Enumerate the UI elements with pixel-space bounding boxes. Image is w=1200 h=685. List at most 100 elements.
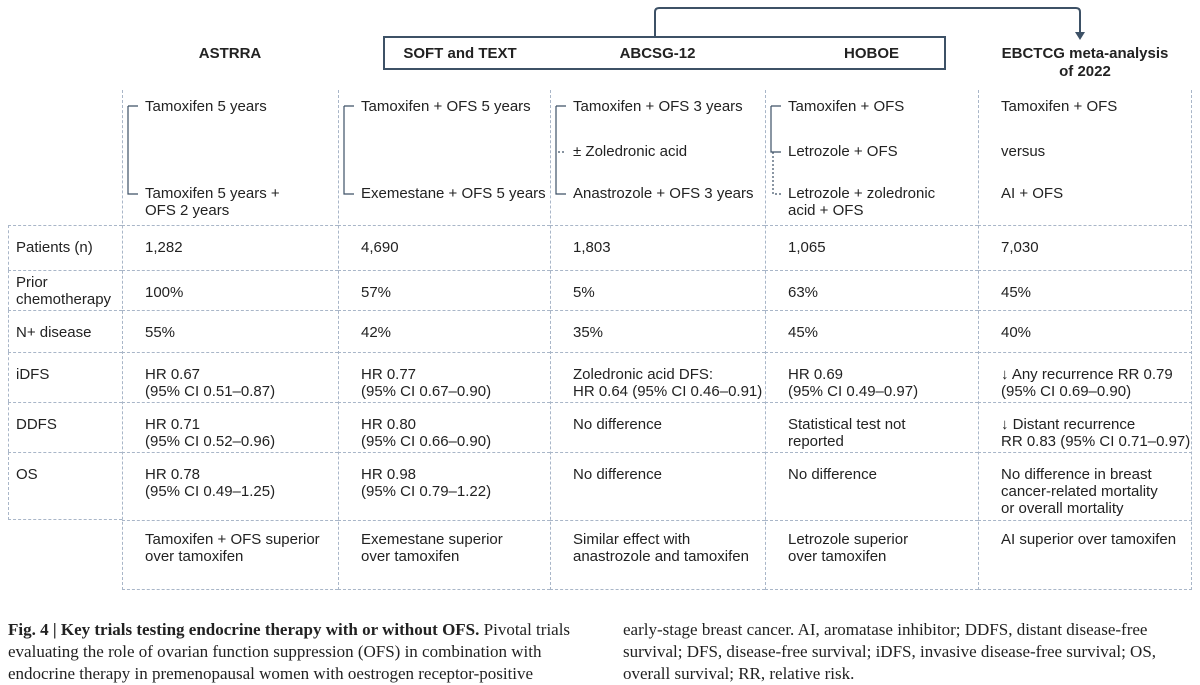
treatment-arm: Letrozole + OFS <box>788 143 898 160</box>
table-cell: ↓ Any recurrence RR 0.79 (95% CI 0.69–0.… <box>1001 366 1173 400</box>
table-cell: 57% <box>361 284 392 301</box>
table-cell: HR 0.67 (95% CI 0.51–0.87) <box>145 366 276 400</box>
cell-border <box>978 520 1192 590</box>
cell-border <box>338 270 550 310</box>
cell-border <box>122 402 338 452</box>
cell-border <box>765 270 978 310</box>
row-label-border <box>8 402 122 452</box>
cell-border <box>338 310 550 352</box>
table-cell: No difference <box>573 416 662 433</box>
cell-border <box>338 352 550 402</box>
cell-border <box>765 90 978 590</box>
row-label-border <box>8 352 122 402</box>
row-label: Prior chemotherapy <box>16 274 112 308</box>
table-cell: 5% <box>573 284 595 301</box>
table-cell: 1,282 <box>145 239 183 256</box>
treatment-arm: Tamoxifen + OFS 3 years <box>573 98 743 115</box>
cell-border <box>978 452 1192 520</box>
table-cell: 100% <box>145 284 184 301</box>
treatment-arm: Tamoxifen 5 years + OFS 2 years <box>145 185 280 219</box>
cell-border <box>550 402 765 452</box>
conclusion: Similar effect with anastrozole and tamo… <box>573 531 749 565</box>
table-cell: ↓ Distant recurrence RR 0.83 (95% CI 0.7… <box>1001 416 1191 450</box>
treatment-arm: Tamoxifen + OFS 5 years <box>361 98 531 115</box>
table-cell: 63% <box>788 284 819 301</box>
cell-border <box>765 452 978 520</box>
cell-border <box>550 352 765 402</box>
connectors <box>127 7 1085 195</box>
cell-border <box>122 310 338 352</box>
treatment-arm: Letrozole + zoledronic acid + OFS <box>788 185 936 219</box>
table-cell: 45% <box>1001 284 1032 301</box>
cell-border <box>338 402 550 452</box>
conclusion: Exemestane superior over tamoxifen <box>361 531 503 565</box>
cell-border <box>122 90 338 590</box>
cell-border <box>550 270 765 310</box>
column-header: HOBOE <box>843 45 899 62</box>
table-cell: Zoledronic acid DFS: HR 0.64 (95% CI 0.4… <box>573 366 763 400</box>
group-arrow <box>654 7 1081 37</box>
row-label: OS <box>16 466 38 483</box>
cell-border <box>978 90 1192 590</box>
column-header: EBCTCG meta-analysis of 2022 <box>1001 45 1169 80</box>
cell-border <box>122 270 338 310</box>
cell-border <box>978 310 1192 352</box>
cell-border <box>765 225 978 270</box>
treatment-arm: AI + OFS <box>1001 185 1064 202</box>
row-label-border <box>8 452 122 520</box>
arm-brackets <box>127 105 781 195</box>
caption: Fig. 4 | Key trials testing endocrine th… <box>8 619 1188 685</box>
row-label-border <box>8 225 122 270</box>
caption-title: Fig. 4 | Key trials testing endocrine th… <box>8 620 480 639</box>
table-cell: HR 0.98 (95% CI 0.79–1.22) <box>361 466 492 500</box>
table-cell: 7,030 <box>1001 239 1039 256</box>
table-cell: HR 0.71 (95% CI 0.52–0.96) <box>145 416 276 450</box>
cell-border <box>550 452 765 520</box>
table-cell: 4,690 <box>361 239 399 256</box>
row-label: Patients (n) <box>16 239 93 256</box>
table-cell: No difference in breast cancer-related m… <box>1001 466 1158 517</box>
arrow-head <box>1075 32 1085 40</box>
cell-border <box>122 225 338 270</box>
cell-border <box>122 520 338 590</box>
table-cell: No difference <box>788 466 877 483</box>
cell-border <box>338 225 550 270</box>
conclusion: AI superior over tamoxifen <box>1001 531 1177 548</box>
cell-border <box>978 270 1192 310</box>
cell-border <box>765 520 978 590</box>
column-header: ABCSG-12 <box>619 45 696 62</box>
treatment-arm: Tamoxifen 5 years <box>145 98 267 115</box>
treatment-arm: Tamoxifen + OFS <box>1001 98 1118 115</box>
table-cell: Statistical test not reported <box>788 416 906 450</box>
cell-border <box>765 310 978 352</box>
row-label-border <box>8 310 122 352</box>
cell-border <box>978 352 1192 402</box>
treatment-arm: Anastrozole + OFS 3 years <box>573 185 754 202</box>
row-label: N+ disease <box>16 324 92 341</box>
table-cell: 1,803 <box>573 239 611 256</box>
cell-border <box>122 452 338 520</box>
column-header: SOFT and TEXT <box>403 45 517 62</box>
conclusion: Letrozole superior over tamoxifen <box>788 531 909 565</box>
row-label: DDFS <box>16 416 57 433</box>
cell-border <box>550 225 765 270</box>
cell-border <box>978 225 1192 270</box>
column-header: ASTRRA <box>198 45 262 62</box>
table-cell: 1,065 <box>788 239 826 256</box>
cell-border <box>978 402 1192 452</box>
table-cell: HR 0.77 (95% CI 0.67–0.90) <box>361 366 492 400</box>
treatment-arm: versus <box>1001 143 1046 160</box>
table-cell: HR 0.80 (95% CI 0.66–0.90) <box>361 416 492 450</box>
cell-border <box>338 452 550 520</box>
table-cell: HR 0.69 (95% CI 0.49–0.97) <box>788 366 919 400</box>
cell-border <box>765 352 978 402</box>
cell-border <box>550 90 765 590</box>
table-cell: HR 0.78 (95% CI 0.49–1.25) <box>145 466 276 500</box>
cell-border <box>550 520 765 590</box>
cell-border <box>338 90 550 590</box>
row-label: iDFS <box>16 366 50 383</box>
cell-border <box>122 352 338 402</box>
treatment-arm: ± Zoledronic acid <box>573 143 688 160</box>
table-cell: 55% <box>145 324 176 341</box>
table-cell: 45% <box>788 324 819 341</box>
